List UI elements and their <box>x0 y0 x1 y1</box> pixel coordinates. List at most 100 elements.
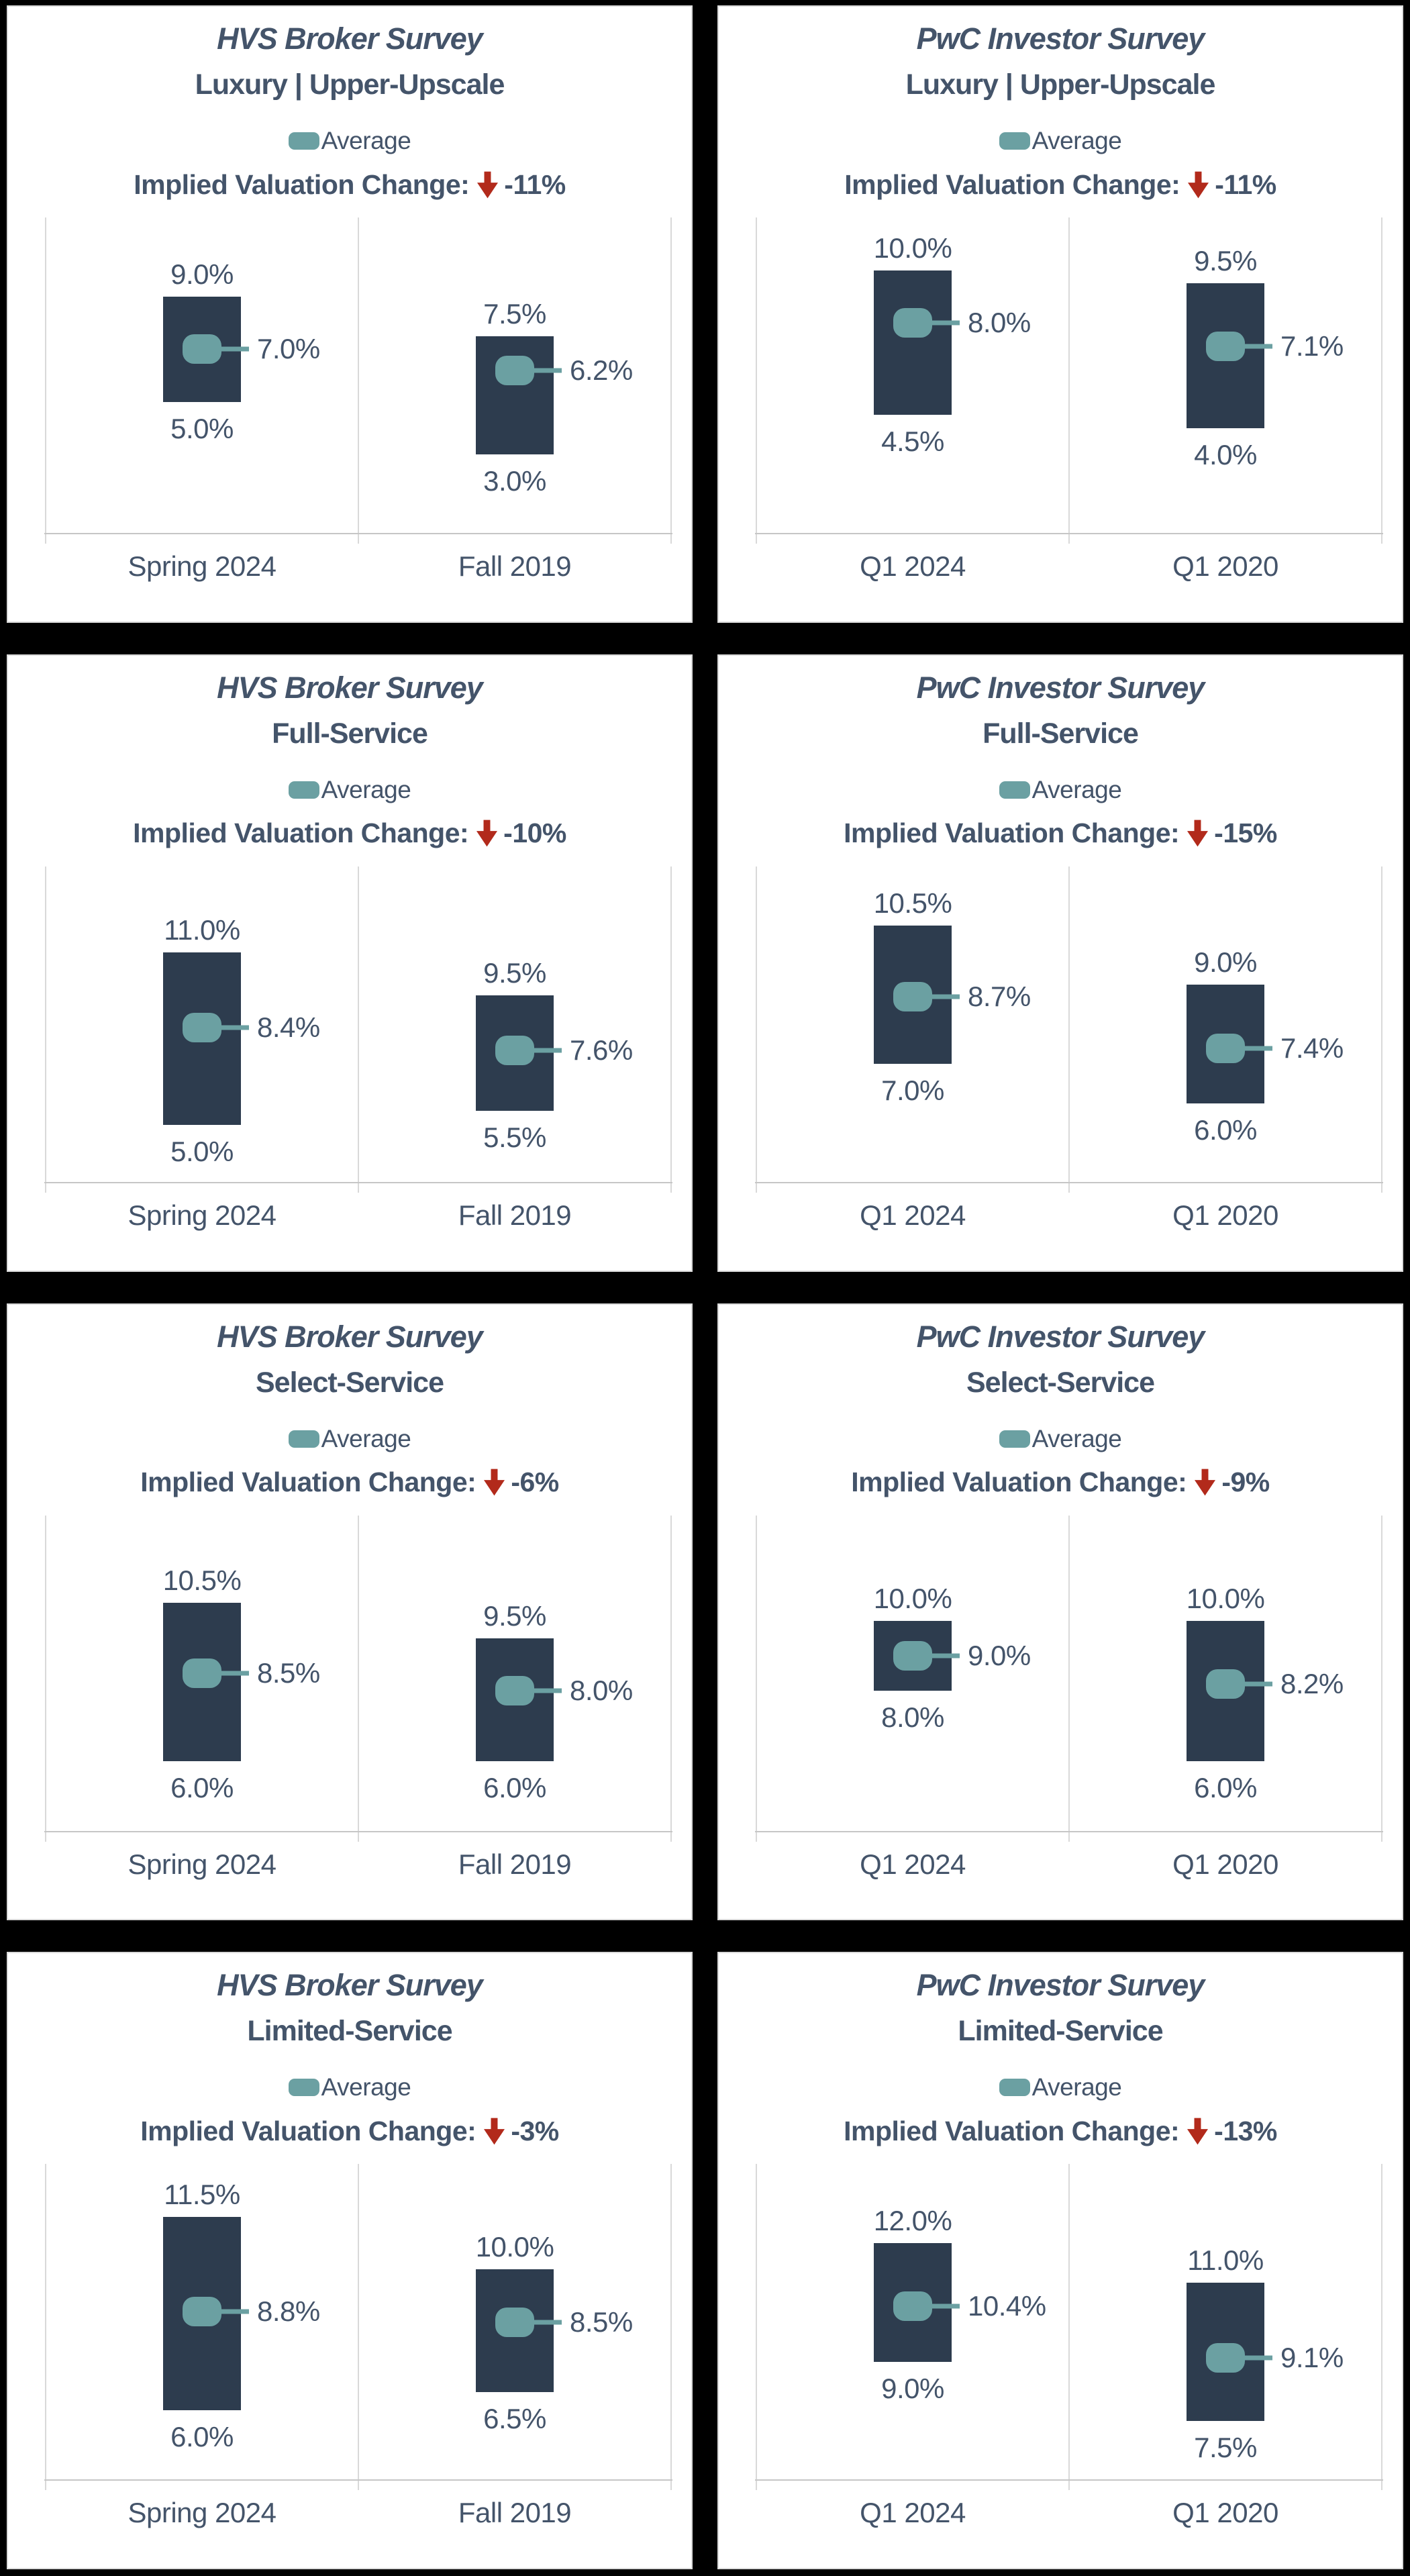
category-label: Q1 2020 <box>1172 550 1278 582</box>
legend: Average <box>8 126 691 156</box>
average-value-label: 8.4% <box>257 1011 320 1043</box>
min-value-label: 4.0% <box>1194 439 1257 470</box>
gridline <box>45 2164 46 2491</box>
average-value-label: 9.1% <box>1280 2341 1344 2373</box>
average-legend-marker-icon <box>288 781 319 799</box>
min-value-label: 5.0% <box>170 1136 234 1168</box>
gridline <box>1381 2164 1382 2491</box>
average-marker <box>495 2307 534 2337</box>
average-value-label: 9.0% <box>968 1639 1031 1671</box>
legend: Average <box>8 2073 691 2102</box>
implied-valuation-change: Implied Valuation Change: -11% <box>719 168 1402 201</box>
average-value-label: 7.0% <box>257 333 320 365</box>
gridline <box>1381 866 1382 1193</box>
segment-subtitle: Select-Service <box>966 1366 1155 1399</box>
average-marker <box>1206 2342 1245 2373</box>
x-axis-line <box>755 1181 1383 1183</box>
average-leader-line <box>1242 2355 1272 2361</box>
plot-area: 10.5% 6.0% 8.5% Spring 2024 9.5% 6.0% 8.0% Fall… <box>44 1515 672 1880</box>
legend-label: Average <box>321 1424 411 1452</box>
average-value-label: 6.2% <box>570 354 633 386</box>
max-value-label: 9.5% <box>483 1599 546 1632</box>
average-value-label: 8.7% <box>968 981 1031 1013</box>
average-legend-marker-icon <box>999 2079 1030 2097</box>
legend: Average <box>719 775 1402 805</box>
average-marker <box>183 334 221 364</box>
gridline <box>45 1515 46 1842</box>
ivc-label: Implied Valuation Change: <box>133 818 469 849</box>
min-value-label: 6.0% <box>1194 1771 1257 1803</box>
ivc-value: -3% <box>511 2115 559 2146</box>
average-marker <box>893 982 932 1012</box>
gridline <box>358 2164 359 2491</box>
ivc-label: Implied Valuation Change: <box>844 168 1180 200</box>
max-value-label: 9.5% <box>1194 245 1257 277</box>
x-axis-line <box>44 533 672 534</box>
category-label: Q1 2024 <box>860 550 966 582</box>
average-marker <box>1206 1669 1245 1699</box>
max-value-label: 11.0% <box>164 914 240 946</box>
category-label: Fall 2019 <box>458 550 572 582</box>
implied-valuation-change: Implied Valuation Change: -15% <box>719 817 1402 850</box>
ivc-value: -13% <box>1214 2115 1277 2146</box>
x-axis-line <box>755 1830 1383 1832</box>
max-value-label: 10.0% <box>475 2231 554 2263</box>
average-value-label: 10.4% <box>968 2290 1046 2322</box>
min-value-label: 6.0% <box>483 1771 546 1803</box>
legend: Average <box>719 1424 1402 1454</box>
category-label: Q1 2020 <box>1172 1848 1278 1880</box>
down-arrow-icon <box>1188 171 1209 198</box>
ivc-label: Implied Valuation Change: <box>140 1467 476 1497</box>
implied-valuation-change: Implied Valuation Change: -9% <box>719 1466 1402 1499</box>
x-axis-line <box>755 533 1383 534</box>
gridline <box>756 866 757 1193</box>
plot-area: 10.0% 4.5% 8.0% Q1 2024 9.5% 4.0% 7.1% Q1 2020 <box>755 217 1383 582</box>
average-leader-line <box>218 346 249 352</box>
gridline <box>1068 217 1070 544</box>
category-label: Q1 2024 <box>860 1848 966 1880</box>
gridline <box>358 1515 359 1842</box>
chart-panel: HVS Broker Survey Select-Service Average… <box>7 1303 693 1921</box>
category-label: Fall 2019 <box>458 1199 572 1231</box>
ivc-value: -15% <box>1214 818 1277 849</box>
gridline <box>1381 217 1382 544</box>
x-axis-line <box>44 1830 672 1832</box>
average-marker <box>495 355 534 385</box>
survey-title: HVS Broker Survey <box>217 1319 483 1354</box>
ivc-label: Implied Valuation Change: <box>851 1467 1187 1497</box>
max-value-label: 7.5% <box>483 297 546 330</box>
average-value-label: 7.4% <box>1280 1032 1344 1064</box>
survey-title: PwC Investor Survey <box>916 670 1205 705</box>
max-value-label: 9.0% <box>1194 946 1257 979</box>
average-leader-line <box>531 1688 562 1693</box>
legend: Average <box>8 1424 691 1454</box>
legend-label: Average <box>321 2073 411 2101</box>
min-value-label: 9.0% <box>881 2372 944 2404</box>
legend-label: Average <box>1031 2073 1122 2101</box>
min-value-label: 3.0% <box>483 465 546 497</box>
average-leader-line <box>929 1653 960 1658</box>
implied-valuation-change: Implied Valuation Change: -13% <box>719 2114 1402 2148</box>
x-axis-line <box>755 2479 1383 2481</box>
gridline <box>45 217 46 544</box>
gridline <box>756 2164 757 2491</box>
min-value-label: 7.0% <box>881 1075 944 1107</box>
min-value-label: 7.5% <box>1194 2431 1257 2463</box>
down-arrow-icon <box>1195 1469 1216 1496</box>
range-bar <box>874 270 952 415</box>
average-marker <box>893 308 932 338</box>
average-legend-marker-icon <box>999 132 1030 150</box>
min-value-label: 5.5% <box>483 1121 546 1153</box>
max-value-label: 10.5% <box>162 1565 242 1597</box>
down-arrow-icon <box>484 2118 505 2145</box>
max-value-label: 10.0% <box>873 1582 952 1614</box>
ivc-value: -11% <box>1215 168 1276 200</box>
segment-subtitle: Luxury | Upper-Upscale <box>905 68 1216 101</box>
category-label: Spring 2024 <box>128 1199 276 1231</box>
gridline <box>1068 2164 1070 2491</box>
segment-subtitle: Full-Service <box>272 717 428 750</box>
min-value-label: 8.0% <box>881 1701 944 1734</box>
average-marker <box>1206 332 1245 362</box>
ivc-label: Implied Valuation Change: <box>844 2115 1180 2146</box>
